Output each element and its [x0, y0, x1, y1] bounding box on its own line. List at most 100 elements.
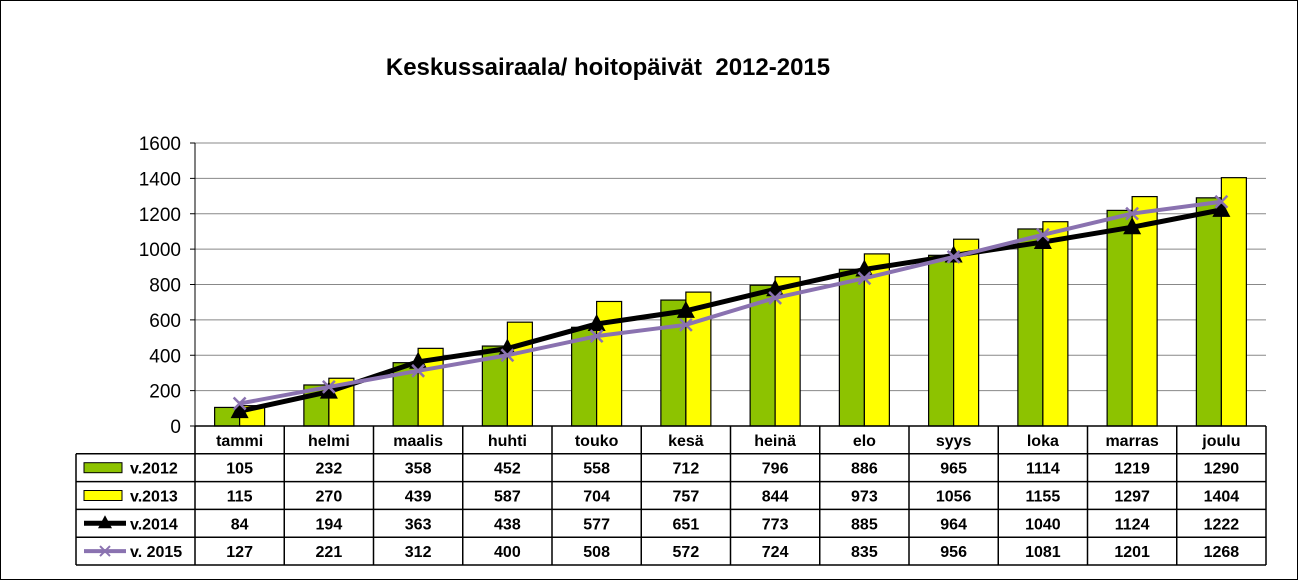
- category-label: elo: [853, 433, 876, 450]
- data-label: 1222: [1204, 516, 1240, 533]
- data-label: 1404: [1204, 489, 1240, 506]
- data-label: 964: [940, 516, 967, 533]
- data-label: 508: [583, 544, 610, 561]
- data-label: 1268: [1204, 544, 1240, 561]
- y-tick-label: 1600: [139, 134, 181, 155]
- marker-triangle: [587, 313, 606, 331]
- data-table: tammi helmi maalis huhti touko kesä heinä elo sy…: [75, 425, 1267, 566]
- marker-triangle: [676, 300, 695, 318]
- data-label: 773: [762, 516, 789, 533]
- legend-label: v.2013: [130, 489, 178, 506]
- data-label: 1056: [936, 489, 972, 506]
- bar-v2012-syys: [928, 254, 955, 427]
- data-label: 973: [851, 489, 878, 506]
- data-label: 956: [940, 544, 967, 561]
- data-label: 221: [316, 544, 343, 561]
- category-label: touko: [575, 433, 619, 450]
- data-label: 1040: [1025, 516, 1061, 533]
- data-label: 1081: [1025, 544, 1061, 561]
- data-label: 1201: [1114, 544, 1150, 561]
- legend-key-marker: [98, 515, 112, 529]
- data-label: 363: [405, 516, 432, 533]
- y-tick-label: 1000: [139, 240, 181, 261]
- marker-triangle: [409, 351, 428, 369]
- data-label: 577: [583, 516, 610, 533]
- data-label: 1219: [1114, 461, 1150, 478]
- data-label: 886: [851, 461, 878, 478]
- data-label: 587: [494, 489, 521, 506]
- legend-label: v.2012: [130, 461, 178, 478]
- category-label: kesä: [668, 433, 704, 450]
- bar-v2012-marras: [1106, 209, 1133, 427]
- data-label: 704: [583, 489, 610, 506]
- bar-v2012-loka: [1017, 228, 1044, 427]
- y-tick-label: 0: [170, 417, 181, 438]
- category-label: marras: [1105, 433, 1158, 450]
- data-label: 796: [762, 461, 789, 478]
- bar-v2012-touko: [571, 326, 598, 427]
- data-label: 127: [226, 544, 253, 561]
- data-label: 558: [583, 461, 610, 478]
- bar-v2013-joulu: [1220, 177, 1247, 427]
- category-label: joulu: [1201, 433, 1240, 450]
- data-label: 438: [494, 516, 521, 533]
- marker-x: [1214, 194, 1229, 209]
- data-label: 651: [673, 516, 700, 533]
- data-label: 1114: [1026, 461, 1060, 478]
- bar-v2012-joulu: [1195, 197, 1222, 427]
- marker-triangle: [230, 401, 249, 419]
- y-tick-label: 800: [149, 276, 181, 297]
- data-label: 84: [231, 516, 249, 533]
- bar-v2013-syys: [953, 238, 980, 427]
- marker-x: [500, 348, 515, 363]
- data-label: 358: [405, 461, 432, 478]
- bar-v2013-loka: [1042, 221, 1069, 427]
- data-label: 105: [226, 461, 253, 478]
- data-label: 452: [494, 461, 521, 478]
- gridlines: [195, 142, 1266, 427]
- legend-label: v. 2015: [130, 544, 182, 561]
- data-label: 724: [762, 544, 789, 561]
- marker-x: [1035, 227, 1050, 242]
- data-label: 232: [316, 461, 343, 478]
- data-label: 1290: [1204, 461, 1240, 478]
- series-lines: [230, 194, 1231, 419]
- data-label: 844: [762, 489, 789, 506]
- legend-key: [83, 490, 123, 501]
- chart-title: Keskussairaala/ hoitopäivät 2012-2015: [386, 54, 830, 81]
- data-label: 312: [405, 544, 432, 561]
- y-tick-label: 1200: [139, 205, 181, 226]
- marker-triangle: [319, 381, 338, 399]
- series-line-v2015: [239, 199, 1222, 406]
- data-label: 115: [227, 489, 253, 506]
- category-label: tammi: [216, 433, 263, 450]
- category-label: helmi: [308, 433, 350, 450]
- category-label: huhti: [488, 433, 527, 450]
- series-line-v2014: [239, 207, 1222, 414]
- marker-x: [678, 317, 693, 332]
- data-label: 572: [673, 544, 700, 561]
- bar-v2012-elo: [838, 268, 865, 427]
- y-tick-label: 600: [149, 311, 181, 332]
- data-label: 194: [316, 516, 343, 533]
- marker-x: [321, 380, 336, 394]
- marker-x: [411, 363, 426, 378]
- data-label: 439: [405, 489, 432, 506]
- marker-x: [1125, 206, 1140, 221]
- bar-v2013-huhti: [506, 321, 533, 427]
- data-label: 712: [673, 461, 700, 478]
- data-label: 1297: [1114, 489, 1150, 506]
- marker-triangle: [1123, 217, 1142, 235]
- data-label: 835: [851, 544, 878, 561]
- category-label: maalis: [393, 433, 443, 450]
- data-label: 1124: [1115, 516, 1150, 533]
- y-tick-label: 400: [149, 346, 181, 367]
- marker-x: [857, 271, 872, 286]
- marker-triangle: [1033, 232, 1052, 250]
- y-axis-ticks: 0 200 400 600 800 1000 1200 1400 1600: [139, 134, 196, 438]
- category-label: heinä: [754, 433, 796, 450]
- marker-triangle: [1212, 199, 1231, 217]
- data-label: 885: [851, 516, 878, 533]
- category-label: loka: [1027, 433, 1059, 450]
- bar-v2013-elo: [863, 253, 890, 427]
